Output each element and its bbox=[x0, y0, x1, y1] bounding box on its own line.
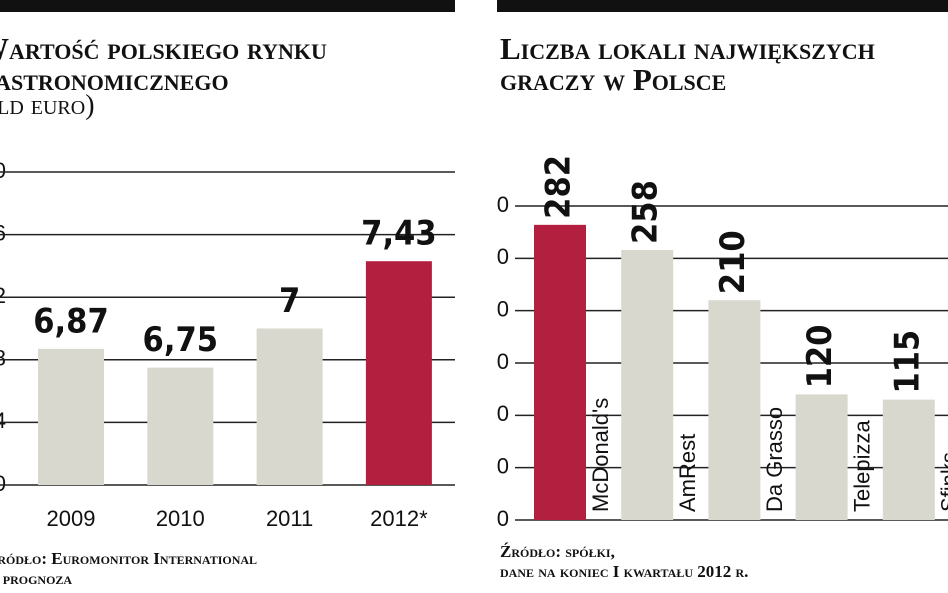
chart: 6,0 6,4 6,8 7,2 7,6 8,0 6,87 2009 6,75 2010 7 2011 7… bbox=[0, 158, 455, 531]
note: * prognoza bbox=[0, 569, 73, 588]
y-tick-label: 200 bbox=[497, 296, 509, 321]
bar bbox=[38, 348, 104, 485]
header-bar bbox=[497, 0, 948, 12]
y-tick-label: 50 bbox=[497, 453, 509, 478]
x-tick-label: 2011 bbox=[266, 506, 313, 531]
y-tick-label: 250 bbox=[497, 244, 509, 269]
source: Źródło: Euromonitor International bbox=[0, 549, 258, 568]
source: dane na koniec I kwartału 2012 r. bbox=[500, 562, 749, 581]
x-tick-label: AmRest bbox=[675, 434, 700, 512]
bar bbox=[365, 261, 432, 485]
y-tick-label: 300 bbox=[497, 192, 509, 217]
y-tick-label: 7,2 bbox=[0, 283, 6, 308]
x-tick-label: McDonald's bbox=[588, 398, 613, 512]
bar bbox=[621, 249, 674, 520]
y-tick-label: 6,0 bbox=[0, 471, 6, 496]
chart-subtitle: (mld euro) bbox=[0, 90, 95, 121]
y-tick-label: 8,0 bbox=[0, 158, 6, 183]
header-bar bbox=[0, 0, 455, 12]
value-label: 120 bbox=[800, 325, 840, 389]
y-tick-label: 150 bbox=[497, 349, 509, 374]
x-tick-label: Sfinks bbox=[937, 452, 948, 512]
x-tick-label: 2010 bbox=[156, 506, 205, 531]
value-label: 7,43 bbox=[361, 214, 436, 254]
value-label: 7 bbox=[279, 281, 300, 321]
value-label: 6,75 bbox=[143, 320, 218, 360]
x-tick-label: 2009 bbox=[47, 506, 96, 531]
bar bbox=[147, 367, 214, 485]
y-tick-label: 6,4 bbox=[0, 408, 6, 433]
y-tick-label: 7,6 bbox=[0, 220, 6, 245]
y-tick-label: 0 bbox=[497, 506, 509, 531]
y-tick-label: 100 bbox=[497, 401, 509, 426]
value-label: 115 bbox=[887, 330, 927, 394]
chart-title: Wartość polskiego rynku gastronomicznego bbox=[0, 31, 327, 97]
bar bbox=[882, 399, 935, 520]
chart-title: Liczba lokali największych graczy w Pols… bbox=[500, 31, 875, 97]
y-tick-label: 6,8 bbox=[0, 346, 6, 371]
value-label: 210 bbox=[713, 230, 753, 294]
bar bbox=[256, 328, 323, 485]
x-tick-label: Da Grasso bbox=[762, 407, 787, 512]
value-label: 282 bbox=[539, 155, 579, 219]
x-tick-label: 2012* bbox=[370, 506, 428, 531]
value-label: 258 bbox=[626, 180, 666, 244]
bar bbox=[534, 224, 586, 520]
x-tick-label: Telepizza bbox=[849, 420, 874, 512]
bar bbox=[795, 394, 848, 520]
value-label: 6,87 bbox=[33, 301, 108, 341]
bar bbox=[708, 300, 761, 520]
source: Źródło: spółki, bbox=[500, 542, 615, 561]
chart: 0 50 100 150 200 250 300 282 McDonald's 258 AmRest… bbox=[497, 155, 948, 531]
